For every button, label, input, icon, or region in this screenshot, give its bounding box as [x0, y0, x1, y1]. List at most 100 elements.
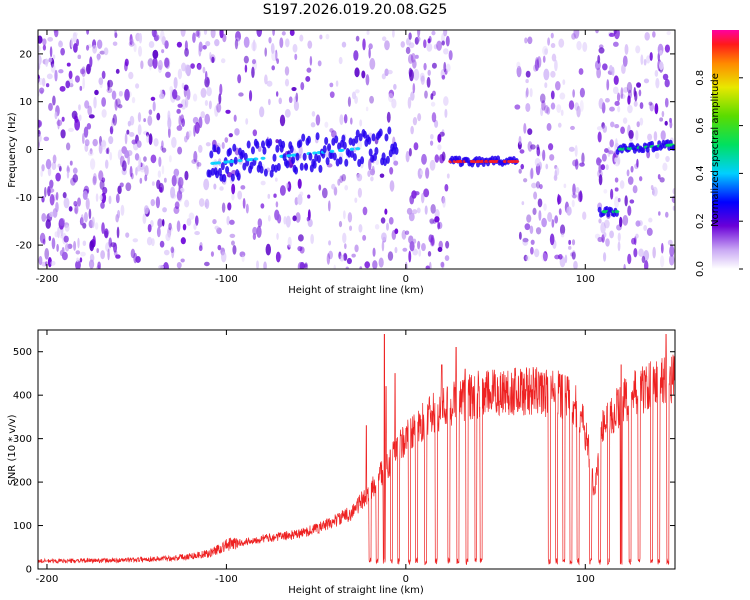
- spectrogram-noise-blob: [198, 198, 205, 207]
- spectrogram-noise-blob: [292, 215, 297, 222]
- spectrogram-noise-blob: [437, 144, 442, 151]
- spectrogram-noise-blob: [571, 239, 576, 246]
- spectrogram-noise-blob: [220, 251, 227, 263]
- spectrogram-noise-blob: [527, 128, 533, 135]
- spectrogram-noise-blob: [96, 248, 99, 254]
- spectrogram-noise-blob: [181, 62, 187, 72]
- spectrogram-noise-blob: [400, 41, 406, 48]
- spectrogram-noise-blob: [613, 41, 619, 47]
- spectrogram-noise-blob: [514, 104, 521, 110]
- spectrogram-noise-blob: [444, 183, 449, 192]
- spectrogram-noise-blob: [220, 58, 226, 64]
- spectrogram-noise-blob: [173, 206, 180, 214]
- spectrogram-noise-blob: [623, 86, 629, 93]
- spectrogram-noise-blob: [46, 73, 53, 80]
- spectrogram-noise-blob: [163, 177, 167, 183]
- spectrogram-noise-blob: [525, 87, 529, 98]
- spectrogram-noise-blob: [366, 30, 370, 35]
- spectrogram-noise-blob: [636, 121, 640, 128]
- spectrogram-noise-blob: [76, 38, 79, 47]
- spectrogram-noise-blob: [177, 103, 183, 108]
- spectrogram-noise-blob: [126, 129, 130, 135]
- spectrogram-noise-blob: [650, 185, 654, 190]
- spectrogram-noise-blob: [198, 41, 203, 53]
- spectrogram-noise-blob: [275, 91, 279, 97]
- spectrogram-noise-blob: [52, 95, 56, 106]
- spectrogram-noise-blob: [445, 63, 451, 72]
- spectrogram-noise-blob: [579, 100, 584, 112]
- spectrogram-noise-blob: [429, 140, 434, 146]
- spectrogram-noise-blob: [87, 151, 94, 157]
- spectrogram-noise-blob: [354, 89, 360, 94]
- spectrogram-signal-band: [332, 152, 337, 161]
- spectrogram-noise-blob: [106, 147, 110, 155]
- spectrogram-noise-blob: [156, 179, 161, 190]
- spectrogram-noise-blob: [158, 64, 162, 74]
- spectrogram-noise-blob: [120, 204, 125, 216]
- spectrogram-noise-blob: [416, 207, 421, 214]
- spectrogram-noise-blob: [111, 90, 116, 100]
- spectrogram-noise-blob: [577, 191, 583, 203]
- spectrogram-noise-blob: [627, 104, 633, 114]
- spectrogram-noise-blob: [603, 189, 608, 194]
- spectrogram-noise-blob: [613, 75, 619, 85]
- spectrogram-noise-blob: [537, 198, 543, 208]
- spectrogram-noise-blob: [135, 167, 138, 176]
- snr-ytick-label: 200: [13, 478, 32, 489]
- spectrogram-noise-blob: [543, 203, 547, 211]
- spectrogram-noise-blob: [193, 150, 198, 163]
- spectrogram-noise-blob: [279, 185, 286, 196]
- spectrogram-noise-blob: [672, 187, 675, 195]
- spectrogram-noise-blob: [566, 206, 572, 216]
- spectrogram-noise-blob: [554, 215, 559, 224]
- spectrogram-noise-blob: [448, 50, 453, 61]
- spectrogram-signal-band: [372, 153, 377, 162]
- spectrogram-noise-blob: [268, 36, 272, 44]
- spectrogram-noise-blob: [140, 60, 144, 70]
- spectrogram-noise-blob: [341, 173, 347, 182]
- spectrogram-noise-blob: [138, 45, 143, 57]
- spectrogram-noise-blob: [101, 109, 107, 118]
- spec-ytick-label: 0: [26, 145, 32, 156]
- spectrogram-noise-blob: [406, 38, 410, 46]
- spectrogram-noise-blob: [170, 246, 175, 254]
- spectrogram-noise-blob: [321, 187, 328, 199]
- spectrogram-noise-blob: [542, 251, 548, 262]
- spectrogram-noise-blob: [57, 163, 61, 168]
- spectrogram-noise-blob: [82, 222, 87, 229]
- spectrogram-noise-blob: [627, 205, 632, 216]
- spectrogram-noise-blob: [114, 30, 117, 39]
- spectrogram-noise-blob: [79, 257, 83, 263]
- spectrogram-noise-blob: [394, 228, 399, 235]
- spectrogram-noise-blob: [202, 66, 206, 74]
- spectrogram-noise-blob: [95, 193, 99, 202]
- spectrogram-noise-blob: [309, 55, 313, 66]
- spectrogram-noise-blob: [606, 79, 610, 91]
- spectrogram-noise-blob: [131, 139, 137, 145]
- spectrogram-noise-blob: [529, 144, 536, 150]
- spectrogram-noise-blob: [384, 40, 390, 51]
- spectrogram-noise-blob: [129, 165, 133, 178]
- spectrogram-noise-blob: [299, 246, 305, 254]
- spectrogram-noise-blob: [74, 113, 77, 122]
- spectrogram-signal-peak: [260, 156, 266, 160]
- spectrogram-noise-blob: [346, 257, 352, 265]
- spectrogram-noise-blob: [156, 112, 161, 121]
- spectrogram-signal-band: [312, 160, 317, 169]
- spectrogram-noise-blob: [358, 224, 363, 233]
- spectrogram-noise-blob: [664, 120, 668, 126]
- spectrogram-noise-blob: [556, 104, 562, 113]
- spectrogram-noise-blob: [94, 222, 99, 230]
- spectrogram-noise-blob: [646, 227, 653, 236]
- spectrogram-noise-blob: [638, 248, 644, 257]
- spectrogram-noise-blob: [72, 32, 78, 37]
- spectrogram-noise-blob: [238, 92, 244, 97]
- spectrogram-noise-blob: [362, 38, 366, 51]
- spectrogram-noise-blob: [631, 237, 636, 245]
- snr-ytick-label: 100: [13, 521, 32, 532]
- spectrogram-noise-blob: [69, 82, 74, 88]
- spectrogram-noise-blob: [354, 197, 358, 203]
- spectrogram-noise-blob: [429, 219, 434, 225]
- spectrogram-noise-blob: [82, 240, 87, 247]
- spectrogram-noise-blob: [413, 238, 417, 244]
